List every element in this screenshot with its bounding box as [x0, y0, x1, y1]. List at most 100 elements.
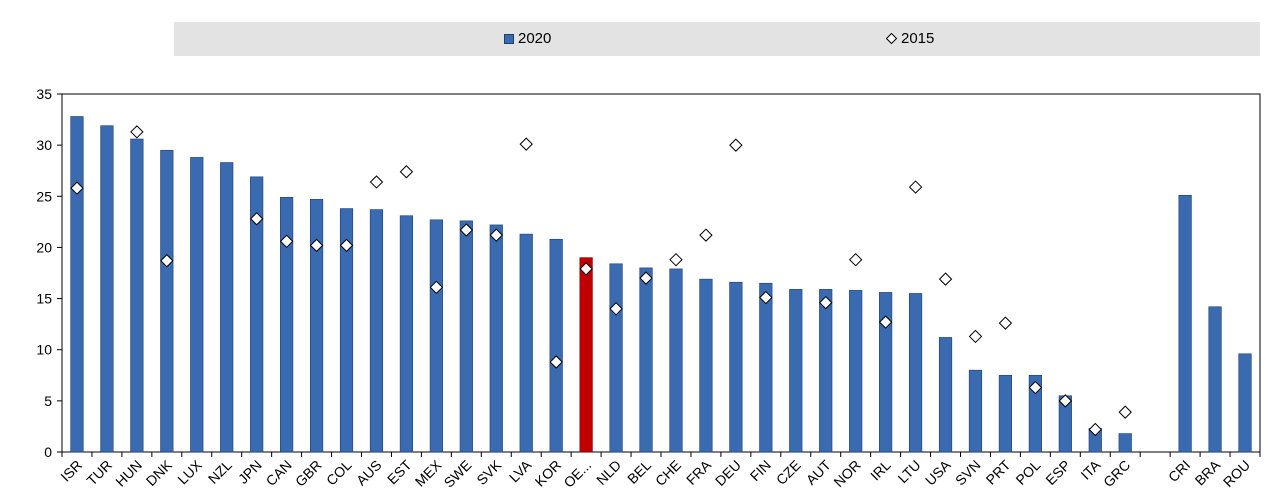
bar-2020	[429, 219, 443, 453]
x-category-label: PRT	[983, 456, 1014, 487]
marker-2015	[998, 316, 1013, 330]
plot-area	[61, 93, 1261, 453]
bar-2020	[130, 138, 144, 453]
x-category-label: SVN	[952, 457, 984, 489]
marker-2015	[1058, 394, 1073, 408]
x-category-label: LTU	[894, 457, 923, 486]
bar-2020	[280, 197, 294, 453]
x-category-label: OE...	[560, 457, 594, 491]
bar-2020	[819, 289, 833, 453]
marker-2015	[130, 125, 144, 139]
marker-2015	[609, 302, 623, 316]
bar-2020	[849, 290, 863, 453]
bar-2020	[70, 116, 84, 453]
marker-2015	[579, 262, 593, 276]
y-tick-label: 15	[36, 291, 52, 307]
marker-2015	[1118, 405, 1132, 419]
bar-2020	[759, 282, 773, 453]
marker-2015	[699, 228, 713, 242]
x-category-label: LUX	[174, 456, 205, 487]
marker-2015	[549, 355, 563, 369]
bar-2020	[220, 162, 234, 453]
bar-2020	[998, 374, 1013, 453]
x-category-label: USA	[922, 456, 954, 488]
marker-2015	[339, 238, 354, 253]
marker-2015	[249, 212, 264, 226]
legend-label-2015: 2015	[901, 30, 935, 47]
y-tick-label: 5	[44, 393, 52, 409]
legend-label-2020: 2020	[518, 30, 552, 47]
bar-2020	[639, 267, 653, 453]
y-tick-label: 30	[36, 137, 52, 153]
marker-2015	[369, 175, 384, 189]
bar-2020	[100, 125, 114, 453]
x-category-label: COL	[323, 457, 355, 489]
marker-2015	[938, 272, 953, 286]
bar-2020	[729, 281, 743, 453]
x-category-label: HUN	[112, 457, 145, 490]
marker-2015	[878, 315, 893, 329]
bar-2020	[879, 292, 893, 453]
x-category-label: NOR	[830, 457, 863, 490]
x-category-label: FRA	[683, 456, 715, 488]
bar-2020	[519, 233, 533, 453]
marker-2015	[639, 271, 653, 285]
x-category-label: GRC	[1100, 457, 1133, 490]
x-category-label: POL	[1012, 457, 1043, 488]
bar-2020	[1028, 374, 1042, 453]
bar-2020	[699, 278, 713, 453]
marker-2015	[1088, 422, 1102, 437]
x-category-label: SVK	[473, 456, 505, 488]
x-category-label: SWE	[441, 457, 475, 491]
x-category-label: CHE	[652, 457, 684, 489]
bar-2020	[549, 238, 563, 453]
bar-2020	[789, 289, 803, 453]
legend-diamond-icon	[886, 33, 897, 44]
bar-2020	[369, 209, 384, 453]
marker-2015	[729, 138, 743, 152]
x-category-label: MEX	[412, 456, 445, 489]
x-category-label: NZL	[205, 457, 235, 487]
x-category-label: TUR	[83, 457, 115, 489]
x-category-label: EST	[384, 456, 415, 487]
x-category-label: NLD	[593, 457, 624, 488]
y-tick-label: 20	[36, 239, 52, 255]
bar-2020	[609, 263, 623, 453]
marker-2015	[70, 181, 84, 195]
marker-2015	[279, 234, 294, 248]
marker-2015	[1028, 380, 1043, 395]
bar-2020-oecd	[579, 257, 593, 453]
x-category-label: CAN	[263, 457, 295, 489]
y-tick-label: 0	[44, 444, 52, 460]
x-category-label: BRA	[1192, 456, 1224, 488]
marker-2015	[429, 280, 444, 295]
bar-2020	[309, 199, 324, 453]
marker-2015	[669, 252, 683, 267]
marker-2015	[819, 295, 833, 310]
bar-2020	[1208, 306, 1222, 453]
x-category-label: KOR	[532, 457, 565, 490]
bar-2020	[399, 215, 414, 453]
x-category-label: LVA	[506, 456, 535, 485]
bar-2020	[908, 293, 923, 453]
bar-2020	[968, 369, 983, 453]
x-category-label: ESP	[1042, 457, 1073, 488]
marker-2015	[399, 165, 414, 179]
bar-2020	[1238, 353, 1252, 453]
bar-2020	[339, 208, 354, 453]
x-category-label: FIN	[747, 457, 774, 484]
x-category-label: DNK	[143, 456, 176, 489]
x-category-label: CZE	[773, 457, 804, 488]
marker-2015	[489, 228, 503, 242]
legend-item-2015: 2015	[886, 30, 934, 47]
marker-2015	[519, 137, 533, 151]
bar-2020	[190, 157, 204, 453]
bar-2020	[489, 224, 503, 453]
marker-2015	[459, 223, 474, 237]
marker-2015	[848, 252, 863, 267]
x-category-label: BEL	[624, 457, 654, 487]
x-category-label: ROU	[1220, 457, 1253, 490]
bar-2020	[250, 176, 264, 453]
marker-2015	[309, 238, 324, 253]
